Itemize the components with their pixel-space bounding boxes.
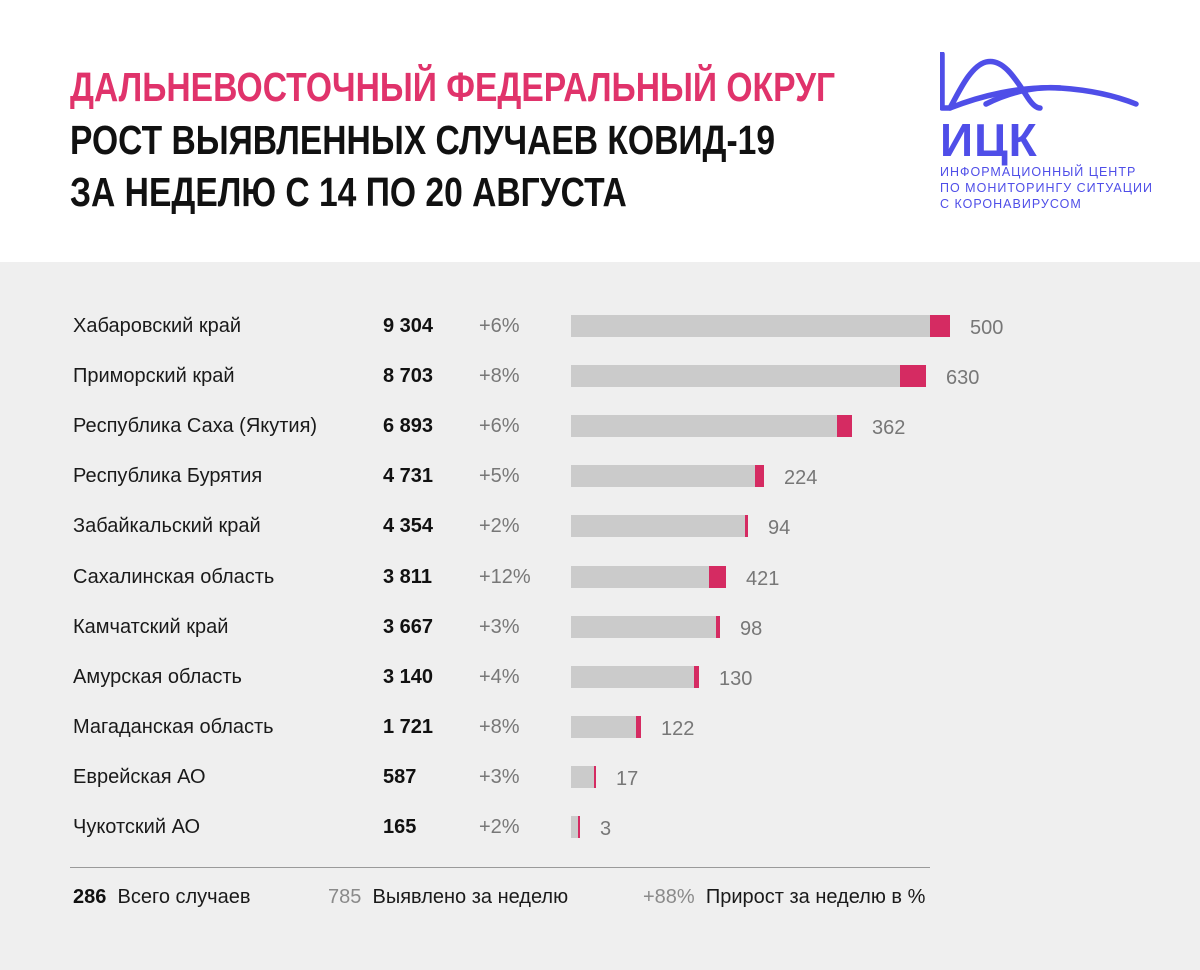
legend-growth: +88% Прирост за неделю в % — [643, 884, 925, 910]
growth-percent: +4% — [479, 666, 520, 688]
bar-new-cases — [693, 666, 699, 688]
bar-previous-cases — [571, 566, 710, 588]
bar-previous-cases — [571, 315, 930, 337]
legend-growth-value: +88% — [643, 886, 695, 908]
table-row: Республика Саха (Якутия) 6 893 +6% 362 — [0, 413, 1200, 463]
table-row: Камчатский край 3 667 +3% 98 — [0, 614, 1200, 664]
legend-total-value: 286 — [73, 886, 107, 908]
region-name: Приморский край — [73, 365, 235, 387]
growth-percent: +12% — [479, 566, 531, 588]
bar-value-label: 122 — [661, 718, 695, 740]
region-name: Чукотский АО — [73, 816, 201, 838]
region-name: Магаданская область — [73, 716, 274, 738]
total-cases: 3 140 — [383, 666, 434, 688]
bar-new-cases — [754, 465, 764, 487]
table-row: Амурская область 3 140 +4% 130 — [0, 664, 1200, 714]
growth-percent: +8% — [479, 365, 520, 387]
growth-percent: +3% — [479, 616, 520, 638]
legend-total: 286 Всего случаев — [73, 884, 250, 910]
total-cases: 8 703 — [383, 365, 434, 387]
total-cases: 3 667 — [383, 616, 434, 638]
bar-previous-cases — [571, 415, 837, 437]
bar-previous-cases — [571, 816, 578, 838]
total-cases: 4 731 — [383, 465, 434, 487]
growth-percent: +3% — [479, 766, 520, 788]
table-row: Чукотский АО 165 +2% 3 — [0, 814, 1200, 864]
growth-percent: +5% — [479, 465, 520, 487]
region-name: Забайкальский край — [73, 515, 261, 537]
growth-percent: +8% — [479, 716, 520, 738]
bar-value-label: 362 — [872, 417, 906, 439]
region-name: Республика Саха (Якутия) — [73, 415, 318, 437]
table-row: Хабаровский край 9 304 +6% 500 — [0, 313, 1200, 363]
total-cases: 9 304 — [383, 315, 434, 337]
region-name: Амурская область — [73, 666, 242, 688]
growth-percent: +2% — [479, 816, 520, 838]
title-period: ЗА НЕДЕЛЮ С 14 ПО 20 АВГУСТА — [70, 169, 627, 215]
total-cases: 165 — [383, 816, 417, 838]
table-row: Республика Бурятия 4 731 +5% 224 — [0, 463, 1200, 513]
bar-new-cases — [929, 315, 950, 337]
legend-total-label: Всего случаев — [117, 886, 251, 908]
logo-tagline: ИНФОРМАЦИОННЫЙ ЦЕНТР ПО МОНИТОРИНГУ СИТУ… — [940, 164, 1153, 212]
bar-new-cases — [577, 816, 580, 838]
bar-value-label: 3 — [600, 818, 612, 840]
table-row: Магаданская область 1 721 +8% 122 — [0, 714, 1200, 764]
bar-value-label: 130 — [719, 668, 753, 690]
bar-value-label: 421 — [746, 568, 780, 590]
logo-tagline-line: С КОРОНАВИРУСОМ — [940, 197, 1082, 211]
bar-previous-cases — [571, 766, 595, 788]
total-cases: 1 721 — [383, 716, 434, 738]
bar-value-label: 94 — [768, 517, 791, 539]
legend-weekly-label: Выявлено за неделю — [372, 886, 569, 908]
growth-percent: +2% — [479, 515, 520, 537]
bar-previous-cases — [571, 616, 717, 638]
bar-value-label: 630 — [946, 367, 980, 389]
bar-value-label: 224 — [784, 467, 818, 489]
table-row: Сахалинская область 3 811 +12% 421 — [0, 564, 1200, 614]
region-name: Камчатский край — [73, 616, 229, 638]
bar-new-cases — [594, 766, 597, 788]
legend-growth-label: Прирост за неделю в % — [705, 886, 926, 908]
bar-new-cases — [716, 616, 721, 638]
table-row: Еврейская АО 587 +3% 17 — [0, 764, 1200, 814]
bar-previous-cases — [571, 365, 900, 387]
region-name: Республика Бурятия — [73, 465, 263, 487]
logo-tagline-line: ПО МОНИТОРИНГУ СИТУАЦИИ — [940, 181, 1153, 195]
bar-new-cases — [744, 515, 749, 537]
logo-tagline-line: ИНФОРМАЦИОННЫЙ ЦЕНТР — [940, 165, 1137, 179]
title-main: РОСТ ВЫЯВЛЕННЫХ СЛУЧАЕВ КОВИД-19 — [70, 117, 776, 163]
bar-previous-cases — [571, 666, 694, 688]
total-cases: 3 811 — [383, 566, 432, 588]
total-cases: 6 893 — [383, 415, 434, 437]
region-name: Хабаровский край — [73, 315, 242, 337]
logo-name: ИЦК — [940, 114, 1038, 166]
bar-new-cases — [709, 566, 727, 588]
bar-previous-cases — [571, 515, 745, 537]
growth-percent: +6% — [479, 415, 520, 437]
legend-divider — [70, 867, 930, 868]
growth-percent: +6% — [479, 315, 520, 337]
region-name: Еврейская АО — [73, 766, 206, 788]
total-cases: 4 354 — [383, 515, 434, 537]
bar-new-cases — [636, 716, 642, 738]
bar-value-label: 500 — [970, 317, 1004, 339]
legend-weekly: 785 Выявлено за неделю — [328, 884, 568, 910]
wave-curve-icon — [940, 52, 1139, 111]
title-region: ДАЛЬНЕВОСТОЧНЫЙ ФЕДЕРАЛЬНЫЙ ОКРУГ — [70, 64, 836, 110]
logo: ИЦК ИНФОРМАЦИОННЫЙ ЦЕНТР ПО МОНИТОРИНГУ … — [940, 52, 1160, 222]
bar-previous-cases — [571, 465, 755, 487]
bar-new-cases — [899, 365, 926, 387]
bar-new-cases — [837, 415, 852, 437]
bar-value-label: 17 — [616, 768, 639, 790]
table-row: Приморский край 8 703 +8% 630 — [0, 363, 1200, 413]
table-row: Забайкальский край 4 354 +2% 94 — [0, 513, 1200, 563]
bar-value-label: 98 — [740, 618, 763, 640]
total-cases: 587 — [383, 766, 417, 788]
bar-previous-cases — [571, 716, 637, 738]
legend-weekly-value: 785 — [328, 886, 362, 908]
region-name: Сахалинская область — [73, 566, 275, 588]
